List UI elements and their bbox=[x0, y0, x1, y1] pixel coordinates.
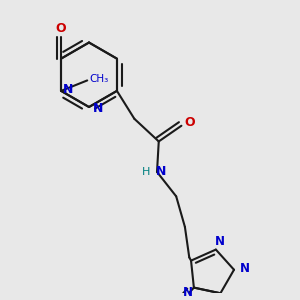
Text: N: N bbox=[239, 262, 250, 275]
Text: N: N bbox=[183, 286, 193, 299]
Text: O: O bbox=[56, 22, 66, 34]
Text: N: N bbox=[63, 83, 73, 96]
Text: CH₃: CH₃ bbox=[90, 74, 109, 84]
Text: H: H bbox=[142, 167, 150, 177]
Text: O: O bbox=[185, 116, 195, 129]
Text: N: N bbox=[156, 165, 167, 178]
Text: N: N bbox=[215, 235, 225, 248]
Text: N: N bbox=[92, 102, 103, 115]
